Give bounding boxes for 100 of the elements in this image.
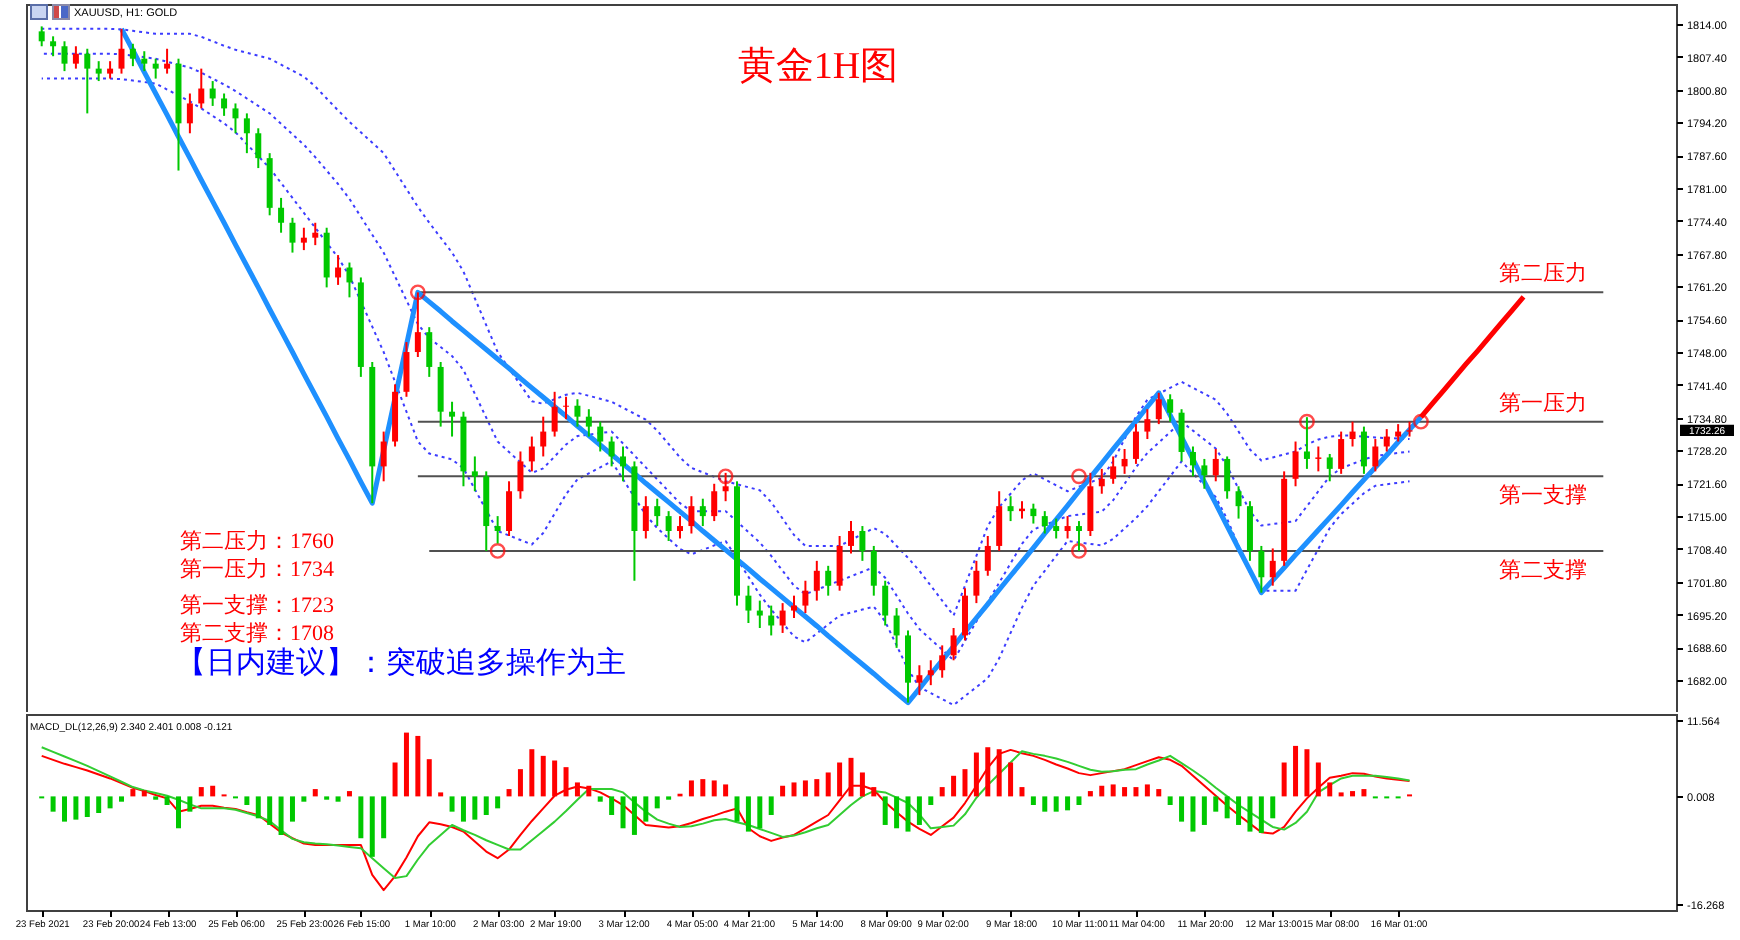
- bar: [951, 775, 957, 797]
- candlestick: [1303, 416, 1310, 470]
- candlestick: [1155, 391, 1162, 426]
- candlestick: [528, 435, 535, 473]
- candlestick: [255, 127, 262, 170]
- candlestick: [1372, 438, 1379, 473]
- bar: [620, 796, 626, 829]
- candlestick: [1349, 420, 1356, 448]
- candlestick: [1030, 502, 1037, 525]
- annotation: 第二支撑：1708: [180, 620, 335, 646]
- candlestick: [1326, 452, 1333, 483]
- bar: [62, 796, 67, 822]
- candlestick: [699, 497, 706, 528]
- candlestick: [1053, 517, 1060, 540]
- bar: [848, 757, 854, 797]
- bar: [1110, 784, 1116, 797]
- bar: [392, 762, 398, 797]
- bar: [346, 791, 352, 797]
- candlestick: [84, 47, 91, 115]
- bar: [859, 772, 865, 797]
- candlestick: [1064, 515, 1071, 540]
- candlestick: [677, 515, 684, 540]
- candlestick: [1235, 485, 1242, 520]
- candlestick: [654, 497, 661, 528]
- candlestick: [1144, 408, 1151, 441]
- bar: [1236, 796, 1242, 825]
- candlestick: [289, 216, 296, 254]
- candlestick: [118, 27, 125, 75]
- bar: [1179, 796, 1185, 822]
- candlestick: [72, 45, 79, 70]
- bar: [723, 784, 729, 797]
- bar: [1315, 762, 1321, 797]
- bar: [1213, 796, 1219, 812]
- candlestick: [141, 50, 148, 73]
- text: 黄金1H图: [737, 46, 899, 88]
- bar: [267, 796, 273, 825]
- bar: [1076, 796, 1082, 806]
- bar: [483, 796, 489, 815]
- point: [1299, 413, 1315, 430]
- bar: [358, 796, 364, 839]
- bar: [164, 796, 170, 806]
- bar: [426, 759, 432, 797]
- point: [1071, 543, 1087, 559]
- series-label: 第二压力: [1499, 260, 1588, 287]
- candlestick: [825, 564, 832, 597]
- point: [717, 468, 734, 485]
- bar: [757, 796, 763, 829]
- bar: [50, 796, 56, 812]
- candlestick: [517, 450, 524, 500]
- bar: [415, 735, 421, 797]
- candlestick: [882, 579, 889, 627]
- bar: [96, 796, 102, 813]
- candlestick: [1041, 510, 1048, 535]
- bar: [574, 782, 580, 797]
- annotation: 第一压力：1734: [180, 556, 335, 582]
- bar: [107, 796, 113, 809]
- series-label: 第一支撑: [1499, 482, 1588, 509]
- bar: [187, 796, 193, 812]
- candlestick: [1360, 425, 1367, 475]
- bar: [1201, 796, 1207, 825]
- candlestick: [221, 92, 228, 117]
- annotation: 第一支撑：1723: [180, 592, 335, 618]
- candlestick: [870, 544, 877, 597]
- bar: [1167, 796, 1173, 806]
- bar: [210, 785, 216, 797]
- bar: [1350, 791, 1356, 797]
- bar: [563, 767, 569, 797]
- candlestick: [1098, 467, 1105, 495]
- bar: [1281, 762, 1287, 797]
- candlestick: [1338, 430, 1345, 475]
- candlestick: [186, 92, 193, 135]
- bar: [586, 785, 592, 797]
- bar: [403, 732, 409, 797]
- candlestick: [1201, 457, 1208, 490]
- bar: [529, 749, 535, 797]
- bar: [460, 796, 466, 822]
- bar: [381, 796, 387, 839]
- bar: [825, 772, 831, 797]
- candlestick: [597, 420, 604, 453]
- candlestick: [574, 398, 581, 428]
- candlestick: [449, 400, 456, 438]
- bar: [84, 796, 90, 817]
- bar: [1190, 796, 1196, 832]
- bar: [1019, 787, 1025, 797]
- bar: [1133, 787, 1139, 797]
- candlestick: [471, 455, 478, 493]
- bar: [802, 780, 808, 797]
- candlestick: [551, 390, 558, 438]
- candlestick: [984, 534, 991, 577]
- bar: [688, 780, 694, 797]
- bar: [198, 787, 204, 797]
- candlestick: [1132, 423, 1139, 465]
- bar: [631, 796, 637, 835]
- point: [409, 284, 426, 301]
- bar: [472, 796, 478, 820]
- bar: [597, 796, 603, 802]
- candlestick: [848, 520, 854, 555]
- candlestick: [38, 25, 45, 48]
- candlestick: [209, 80, 216, 107]
- candlestick: [688, 495, 695, 535]
